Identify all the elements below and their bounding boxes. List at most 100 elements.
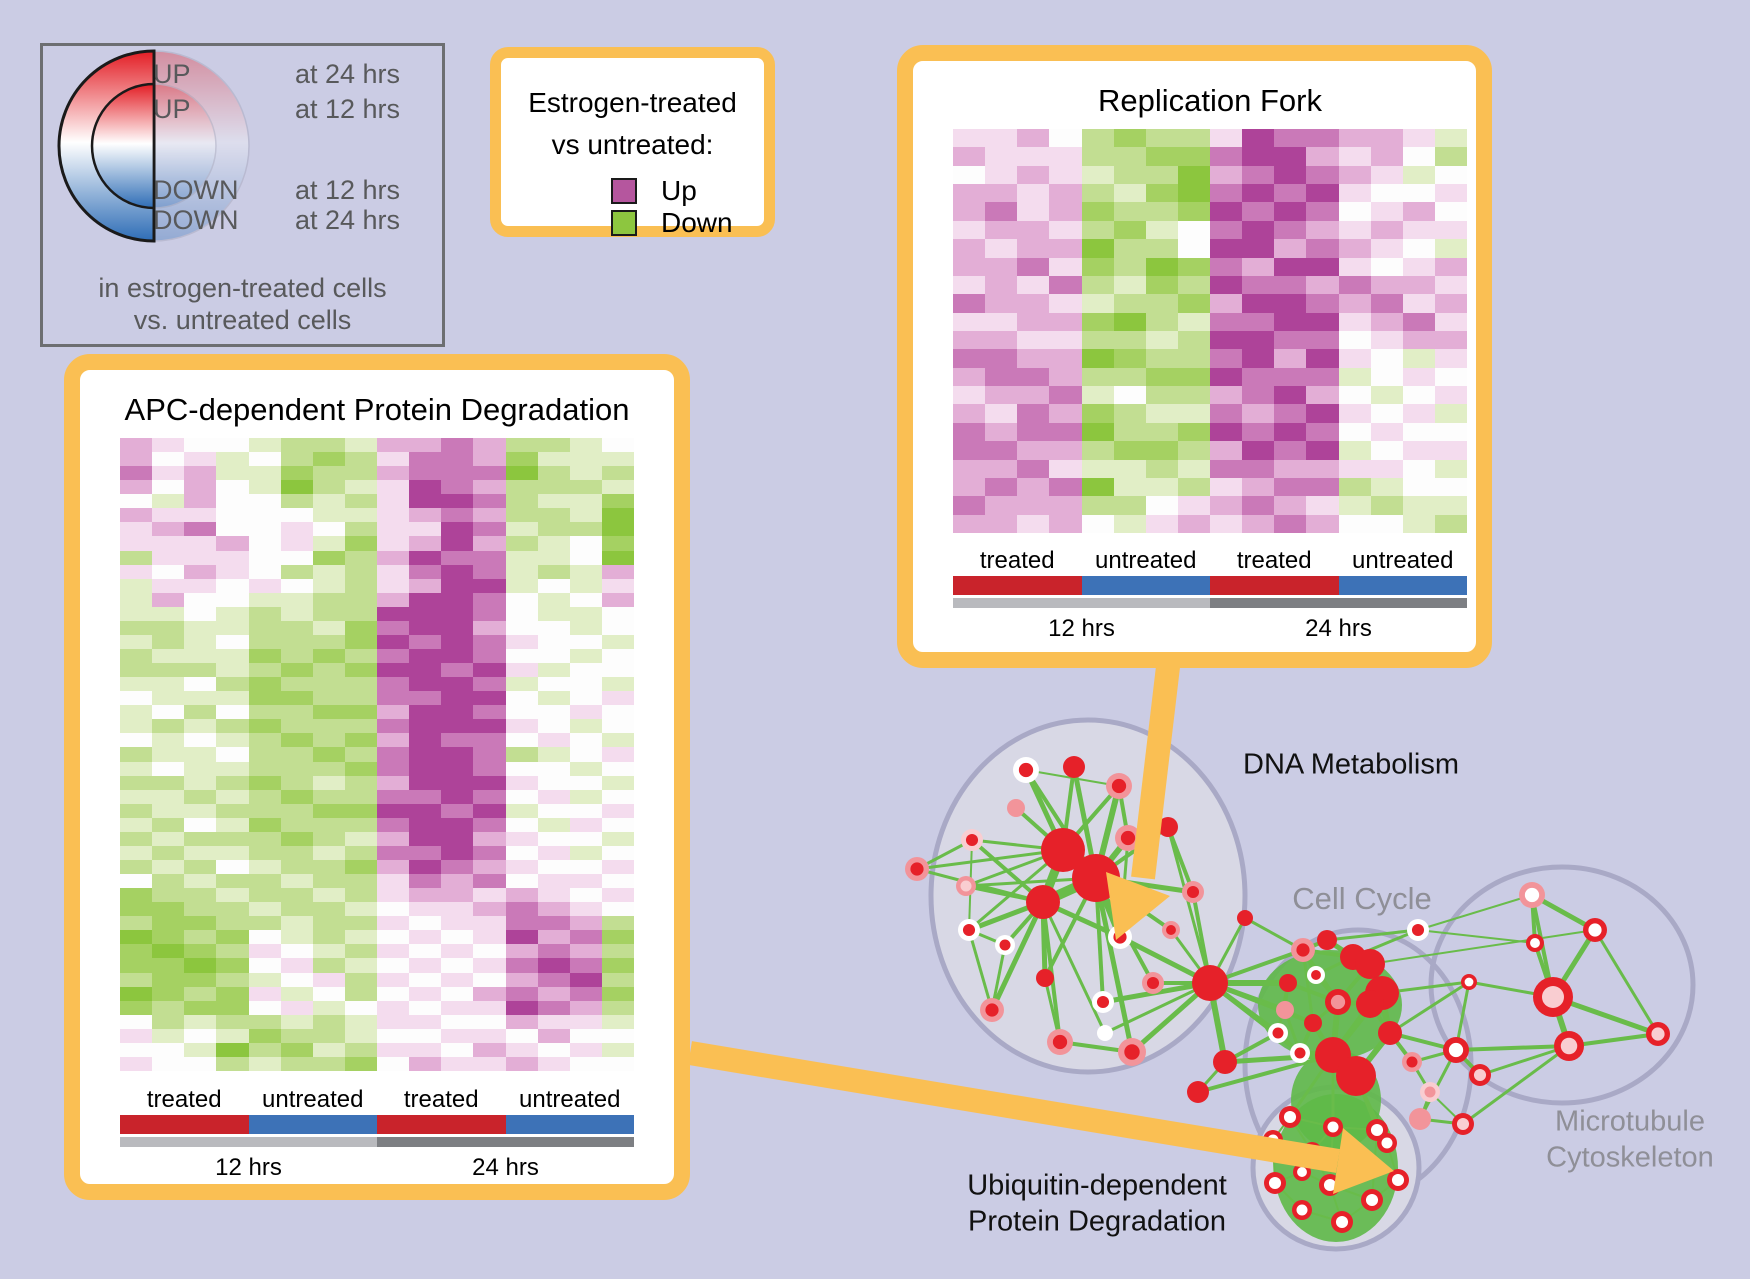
condition-label: untreated xyxy=(262,1086,364,1113)
heatmap-cell xyxy=(1177,275,1210,295)
heatmap-cell xyxy=(312,789,345,804)
heatmap-cell xyxy=(280,859,313,875)
heatmap-cell xyxy=(1049,422,1082,442)
heatmap-cell xyxy=(1049,514,1082,533)
heatmap-cell xyxy=(152,761,185,776)
gene-node-core xyxy=(1327,1121,1339,1133)
heatmap-cell xyxy=(248,536,281,551)
heatmap-cell xyxy=(184,845,217,860)
heatmap-cell xyxy=(1017,312,1050,331)
heatmap-cell xyxy=(377,719,410,734)
heatmap-cell xyxy=(1274,202,1307,221)
heatmap-cell xyxy=(1274,422,1307,442)
heatmap-cell xyxy=(377,606,410,621)
heatmap-cell xyxy=(377,874,410,889)
heatmap-cell xyxy=(312,536,345,551)
heatmap-cell xyxy=(505,592,538,607)
heatmap-cell xyxy=(280,466,313,481)
heatmap-cell xyxy=(312,508,345,523)
heatmap-cell xyxy=(409,719,442,734)
heatmap-cell xyxy=(985,257,1018,276)
heatmap-cell xyxy=(1338,477,1371,497)
heatmap-cell xyxy=(184,564,217,579)
heatmap-cell xyxy=(985,275,1018,295)
network-edge xyxy=(1455,1044,1570,1052)
heatmap-cell xyxy=(120,550,153,565)
heatmap-cell xyxy=(1402,257,1435,276)
heatmap-cell xyxy=(441,508,474,523)
heatmap-cell xyxy=(441,719,474,734)
heatmap-cell xyxy=(1210,514,1243,533)
heatmap-cell xyxy=(1338,257,1371,276)
heatmap-cell xyxy=(1081,349,1114,368)
heatmap-cell xyxy=(985,367,1018,387)
heatmap-cell xyxy=(280,522,313,537)
gene-node-core xyxy=(1464,977,1474,987)
heatmap-cell xyxy=(248,508,281,523)
heatmap-cell xyxy=(505,859,538,875)
heatmap-cell xyxy=(537,1014,570,1029)
heatmap-cell xyxy=(1210,147,1243,166)
heatmap-cell xyxy=(1402,459,1435,478)
heatmap-cell xyxy=(1274,330,1307,350)
heatmap-cell xyxy=(537,648,570,664)
heatmap-cell xyxy=(473,663,506,678)
heatmap-cell xyxy=(216,874,249,889)
heatmap-cell xyxy=(985,184,1018,203)
heatmap-cell xyxy=(120,916,153,931)
heatmap-cell xyxy=(409,592,442,607)
gene-node-ring xyxy=(1409,1108,1431,1130)
heatmap-cell xyxy=(1145,220,1178,240)
heatmap-cell xyxy=(152,508,185,523)
heatmap-cell xyxy=(120,480,153,495)
heatmap-cell xyxy=(1081,294,1114,313)
network-label-dna: DNA Metabolism xyxy=(1243,748,1459,781)
heatmap-cell xyxy=(1017,220,1050,240)
heatmap-cell xyxy=(505,958,538,973)
heatmap-cell xyxy=(601,466,634,481)
heatmap-cell xyxy=(120,452,153,467)
heatmap-cell xyxy=(1402,165,1435,185)
heatmap-cell xyxy=(409,944,442,959)
key-direction: UP xyxy=(153,59,191,89)
heatmap-cell xyxy=(569,536,602,551)
heatmap-cell xyxy=(409,606,442,621)
heatmap-cell xyxy=(1370,459,1403,478)
heatmap-cell xyxy=(1049,275,1082,295)
treated-bar xyxy=(120,1115,249,1134)
heatmap-cell xyxy=(1370,312,1403,331)
heatmap-cell xyxy=(409,536,442,551)
heatmap-cell xyxy=(985,202,1018,221)
heatmap-cell xyxy=(473,888,506,903)
heatmap-cell xyxy=(1081,220,1114,240)
heatmap-cell xyxy=(120,958,153,973)
gene-node-ring xyxy=(1355,949,1385,979)
heatmap-cell xyxy=(985,239,1018,258)
heatmap-cell xyxy=(1338,202,1371,221)
heatmap-cell xyxy=(184,789,217,804)
heatmap-cell xyxy=(216,803,249,818)
heatmap-cell xyxy=(248,634,281,649)
condition-label: untreated xyxy=(1352,547,1454,574)
heatmap-cell xyxy=(601,648,634,664)
heatmap-cell xyxy=(1370,514,1403,533)
heatmap-cell xyxy=(409,888,442,903)
heatmap-cell xyxy=(1338,386,1371,405)
heatmap-cell xyxy=(1113,422,1146,442)
heatmap-cell xyxy=(280,719,313,734)
heatmap-cell xyxy=(344,677,377,692)
heatmap-cell xyxy=(1434,330,1467,350)
heatmap-cell xyxy=(409,1014,442,1029)
heatmap-cell xyxy=(312,775,345,790)
heatmap-cell xyxy=(1306,459,1339,478)
heatmap-cell xyxy=(184,733,217,748)
heatmap-cell xyxy=(280,691,313,706)
heatmap-cell xyxy=(505,888,538,903)
heatmap-cell xyxy=(409,902,442,917)
heatmap-cell xyxy=(1113,477,1146,497)
heatmap-cell xyxy=(985,514,1018,533)
heatmap-cell xyxy=(569,648,602,664)
heatmap-cell xyxy=(184,902,217,917)
heatmap-cell xyxy=(344,1000,377,1015)
heatmap-cell xyxy=(1145,165,1178,185)
